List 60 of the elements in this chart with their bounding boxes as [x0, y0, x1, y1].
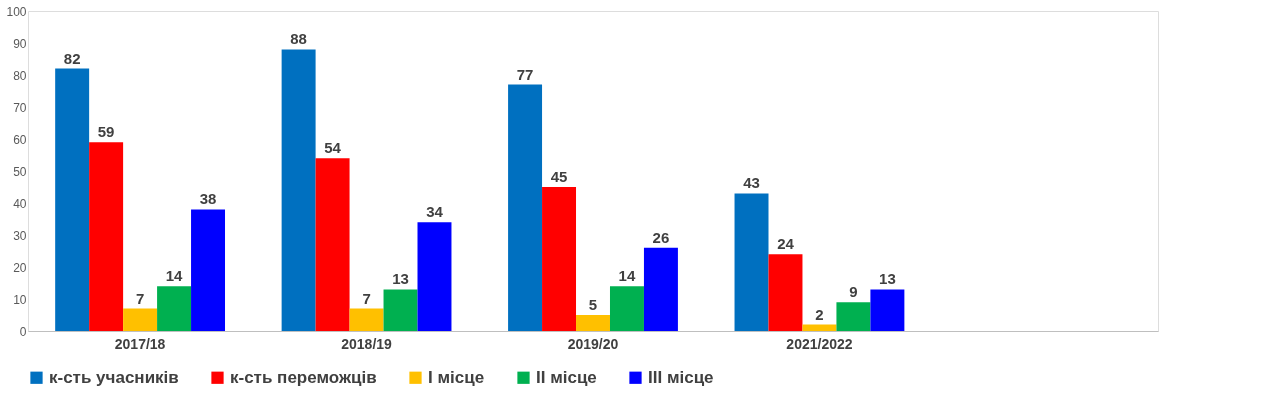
x-tick-label: 2018/19	[341, 335, 393, 352]
bar	[281, 49, 316, 331]
data-label: 14	[165, 267, 184, 285]
y-tick-label: 70	[13, 100, 27, 115]
bar	[383, 289, 418, 331]
y-tick-label: 30	[13, 228, 27, 243]
legend-label: II місце	[536, 367, 597, 387]
bar	[643, 247, 678, 331]
bar	[191, 209, 226, 331]
data-label: 45	[550, 168, 568, 185]
y-tick-label: 80	[13, 68, 27, 83]
data-label: 54	[324, 139, 342, 157]
y-tick-label: 100	[6, 4, 27, 19]
y-tick-label: 90	[13, 36, 27, 51]
y-tick-label: 60	[13, 132, 27, 147]
bar	[609, 286, 644, 331]
bar	[349, 308, 384, 331]
bar	[576, 315, 610, 331]
data-label: 59	[97, 123, 115, 141]
y-tick-label: 0	[19, 324, 27, 339]
bar	[315, 158, 350, 331]
data-label: 34	[426, 203, 444, 221]
bar	[157, 286, 192, 331]
y-tick-label: 40	[13, 196, 27, 211]
data-label: 43	[743, 174, 760, 192]
y-tick-label: 10	[13, 292, 27, 307]
legend-label: III місце	[648, 367, 714, 387]
bar	[123, 308, 158, 331]
data-label: 26	[652, 228, 670, 246]
x-tick-label: 2019/20	[567, 335, 619, 352]
legend-label: к-сть учасників	[49, 367, 179, 387]
legend-label: I місце	[428, 367, 485, 387]
y-tick-label: 50	[13, 164, 27, 179]
bar	[417, 222, 452, 331]
bar	[836, 302, 871, 331]
data-label: 7	[135, 289, 145, 307]
bar	[870, 289, 905, 331]
data-label: 13	[392, 270, 409, 288]
data-label: 13	[879, 270, 896, 288]
x-tick-label: 2017/18	[114, 335, 166, 352]
bar	[542, 187, 577, 331]
bar	[734, 193, 769, 331]
bar	[508, 84, 543, 331]
data-label: 82	[63, 49, 81, 67]
data-label: 88	[290, 30, 307, 48]
data-label: 14	[618, 267, 636, 285]
data-label: 5	[588, 296, 598, 313]
data-label: 77	[516, 65, 534, 83]
data-label: 7	[362, 289, 371, 307]
legend-label: к-сть переможців	[230, 367, 377, 387]
data-label: 24	[777, 235, 795, 253]
x-tick-label: 2021/2022	[786, 335, 853, 352]
bar	[802, 324, 837, 331]
y-tick-label: 20	[13, 260, 27, 275]
bar	[768, 254, 803, 331]
data-label: 9	[849, 283, 858, 301]
data-label: 38	[199, 190, 217, 208]
bar	[89, 142, 124, 331]
data-label: 2	[815, 305, 824, 323]
bar	[55, 68, 90, 331]
